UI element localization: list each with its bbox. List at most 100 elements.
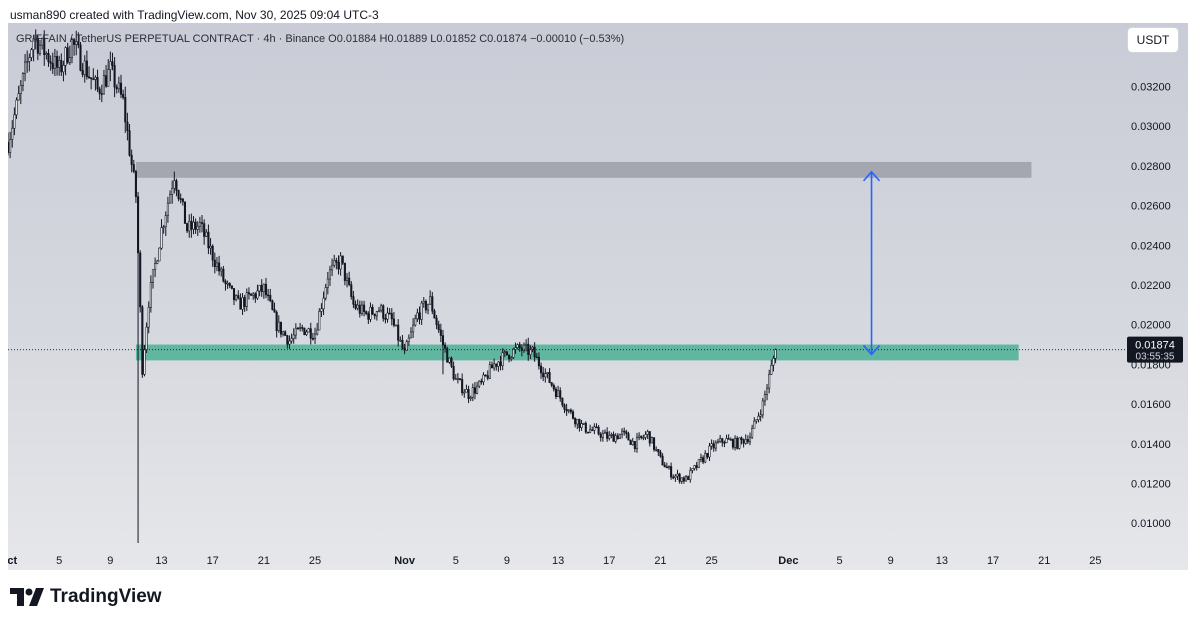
candle — [478, 380, 481, 387]
y-tick-label: 0.01200 — [1131, 478, 1171, 490]
candle — [704, 453, 707, 463]
candle — [682, 477, 685, 482]
x-tick-label: 5 — [56, 555, 62, 567]
candle — [629, 439, 632, 445]
candle — [454, 378, 457, 381]
candle — [623, 430, 626, 433]
candle — [738, 437, 741, 449]
candle — [486, 375, 489, 379]
candle — [299, 327, 302, 329]
candle — [43, 37, 46, 56]
candle — [198, 222, 201, 227]
candle — [476, 385, 479, 394]
candle — [307, 328, 310, 333]
candle — [64, 47, 67, 66]
candle — [309, 328, 312, 339]
candle — [122, 94, 125, 98]
candles-layer — [8, 29, 777, 543]
candle — [190, 220, 193, 230]
candle — [13, 114, 16, 129]
candle — [36, 37, 39, 54]
candle — [554, 388, 558, 397]
candle — [70, 39, 74, 59]
candle — [143, 349, 146, 375]
candle — [354, 303, 357, 309]
candle — [339, 255, 342, 270]
candle — [145, 326, 148, 351]
candle — [510, 357, 513, 360]
candle — [296, 327, 300, 330]
currency-button[interactable]: USDT — [1128, 28, 1178, 52]
candle — [708, 445, 711, 458]
candle — [279, 321, 282, 335]
candle — [200, 222, 204, 224]
candle — [412, 324, 415, 333]
candle — [179, 198, 182, 200]
candle — [676, 473, 679, 477]
candle — [177, 190, 180, 199]
candle — [458, 378, 462, 380]
candle — [250, 293, 253, 296]
candle — [269, 295, 272, 302]
candle — [646, 431, 649, 435]
candle — [473, 387, 476, 394]
x-tick-label: 5 — [836, 555, 842, 567]
candle — [633, 441, 636, 450]
candle — [542, 372, 545, 378]
candle — [111, 61, 114, 66]
candle — [497, 361, 500, 367]
candle — [345, 277, 349, 281]
candle — [284, 331, 287, 336]
candle — [237, 295, 240, 299]
candle — [356, 304, 359, 309]
x-tick-label: Nov — [394, 555, 416, 567]
candle — [422, 300, 425, 304]
candle — [213, 259, 216, 268]
candle — [612, 434, 615, 442]
candle — [288, 340, 291, 345]
candle — [73, 39, 76, 45]
candle — [164, 215, 167, 228]
candle — [657, 449, 660, 453]
candle — [188, 220, 191, 232]
candle — [348, 277, 351, 285]
candle — [211, 245, 214, 261]
tradingview-logo[interactable]: TradingView — [10, 586, 162, 608]
x-tick-label: 25 — [309, 555, 321, 567]
candle — [45, 53, 48, 56]
x-tick-label: 17 — [987, 555, 999, 567]
candle — [640, 435, 643, 438]
candle — [567, 409, 570, 412]
candle — [753, 420, 756, 429]
candle — [723, 442, 726, 444]
candle — [761, 400, 764, 416]
price-chart[interactable]: 0.010000.012000.014000.016000.018000.020… — [8, 23, 1188, 570]
candle — [763, 394, 766, 402]
candle — [207, 231, 210, 249]
candle — [580, 423, 583, 428]
candle — [324, 287, 327, 299]
candle — [416, 312, 419, 320]
chart-pane[interactable]: 0.01000 0.01200 0.01400 0.01600 0.01800 0.020… — [8, 23, 1188, 570]
candle — [610, 434, 613, 436]
candle — [367, 313, 370, 320]
x-tick-label: 13 — [936, 555, 948, 567]
candle — [578, 418, 581, 428]
candle — [17, 93, 20, 101]
candle — [576, 418, 579, 425]
candle — [695, 465, 698, 468]
candle — [181, 198, 184, 203]
candle — [32, 38, 35, 51]
candle — [514, 347, 517, 350]
candle — [318, 311, 321, 331]
candle — [209, 245, 212, 249]
candle — [548, 372, 551, 383]
candle — [15, 99, 18, 116]
candle — [693, 465, 696, 469]
candle — [712, 443, 715, 449]
candle — [663, 464, 666, 468]
candle — [384, 318, 387, 320]
x-axis: Oct 5 9 13 17 21 25 Nov 5 9 13 17 21 25 Dec 5 9 13 17 21 25 — [8, 555, 1102, 567]
candle — [47, 53, 50, 63]
